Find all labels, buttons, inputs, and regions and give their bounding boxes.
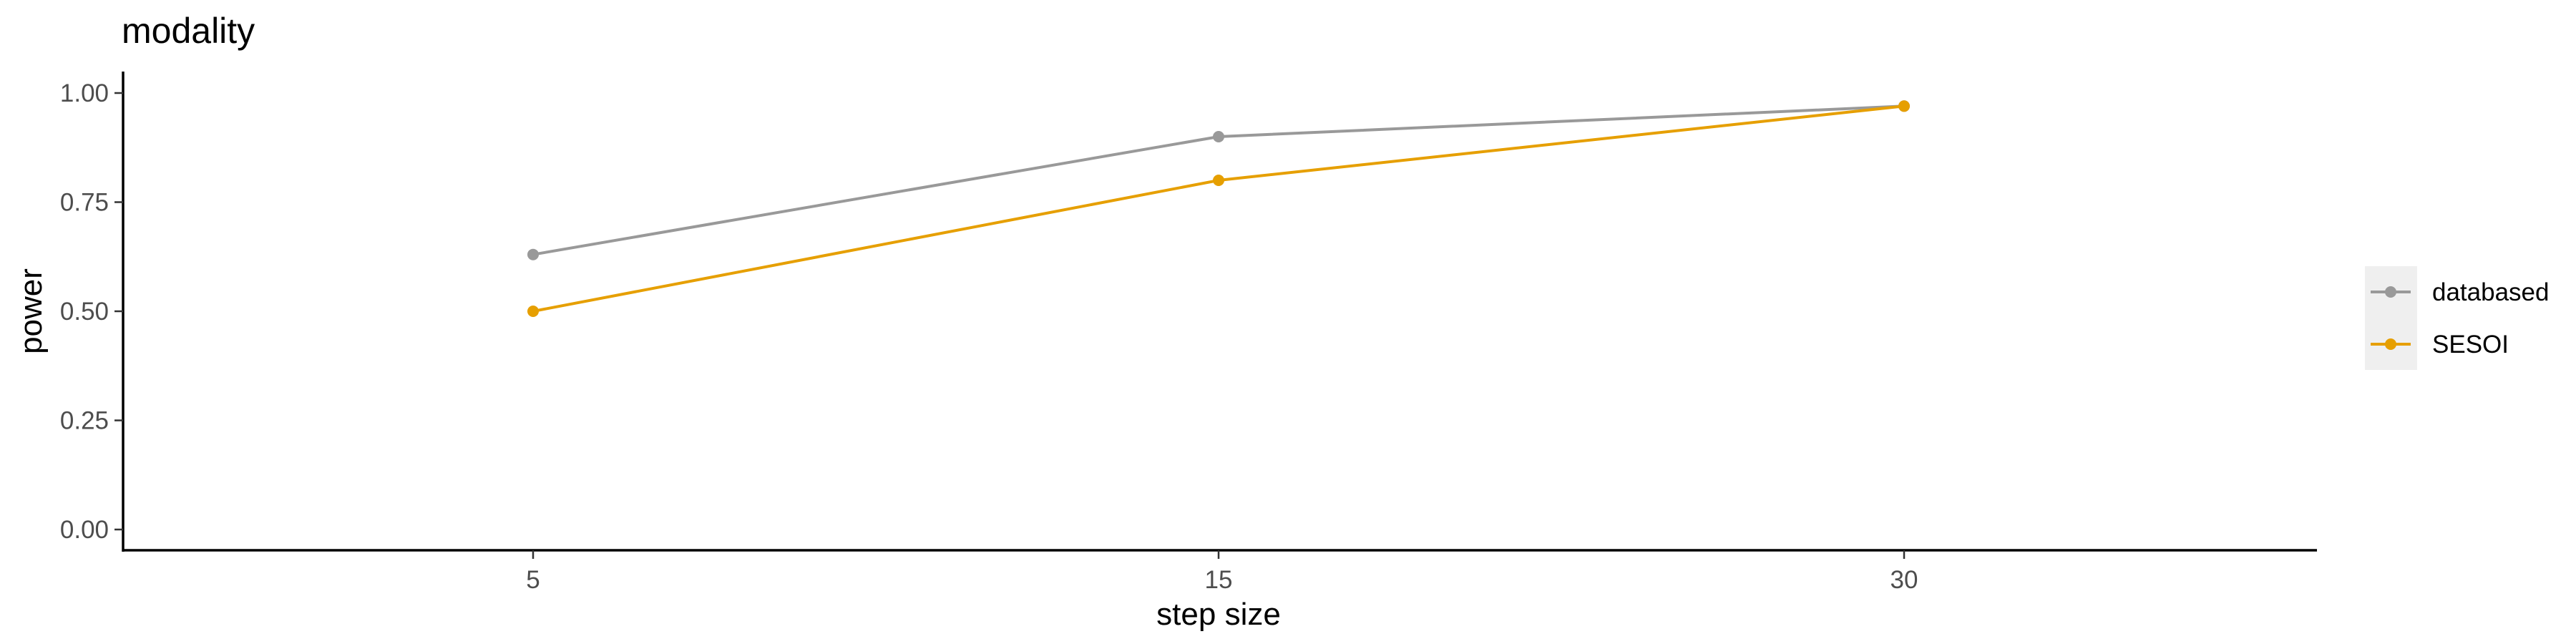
x-axis-ticks: 5 15 30 xyxy=(526,550,1918,594)
data-point xyxy=(527,306,539,317)
data-point xyxy=(527,248,539,260)
data-point xyxy=(1213,131,1224,142)
chart-title: modality xyxy=(122,11,255,51)
series-layer xyxy=(527,100,1910,317)
y-tick-label: 1.00 xyxy=(60,79,109,107)
legend-key-point xyxy=(2385,338,2396,350)
y-axis-label: power xyxy=(14,268,49,354)
y-axis-ticks: 0.00 0.25 0.50 0.75 1.00 xyxy=(60,79,123,544)
x-tick-label: 15 xyxy=(1205,566,1233,594)
legend-item-databased: databased xyxy=(2371,278,2549,306)
x-tick-label: 30 xyxy=(1890,566,1918,594)
y-tick-label: 0.75 xyxy=(60,189,109,217)
y-tick-label: 0.00 xyxy=(60,516,109,544)
x-axis-label: step size xyxy=(1156,597,1281,632)
y-tick-label: 0.25 xyxy=(60,407,109,435)
legend-background xyxy=(2365,266,2417,370)
data-point xyxy=(1898,100,1910,112)
legend-label: SESOI xyxy=(2432,331,2509,358)
x-tick-label: 5 xyxy=(526,566,540,594)
series-databased xyxy=(527,100,1910,260)
legend-key-point xyxy=(2385,286,2396,298)
y-tick-label: 0.50 xyxy=(60,298,109,326)
data-point xyxy=(1213,175,1224,186)
legend-label: databased xyxy=(2432,278,2549,306)
legend: databased SESOI xyxy=(2365,266,2549,370)
series-sesoi xyxy=(527,100,1910,317)
legend-item-sesoi: SESOI xyxy=(2371,331,2509,358)
